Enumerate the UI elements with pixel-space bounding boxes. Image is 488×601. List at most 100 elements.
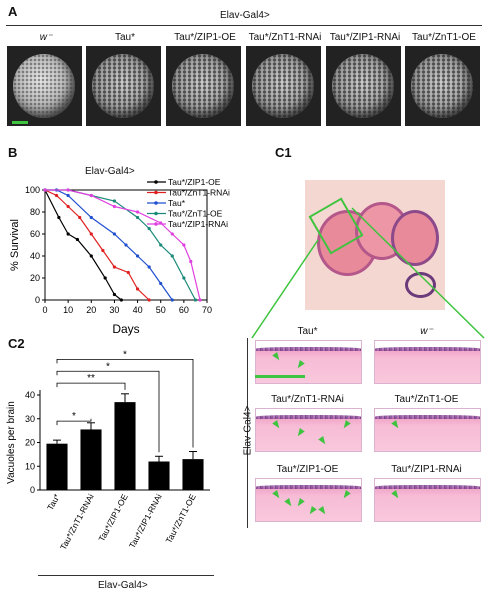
survival-chart: 0 10 20 30 40 50 60 70 0 20 40 60 80 100 Days % Surviva… — [9, 177, 230, 336]
histology-image — [374, 408, 481, 452]
y-tick-label: 100 — [25, 185, 40, 195]
legend-marker — [154, 222, 158, 226]
y-tick-label: 10 — [25, 461, 35, 471]
data-point — [89, 232, 93, 236]
category-label: Tau*/ZIP1-RNAi — [127, 492, 164, 550]
compound-eye — [13, 54, 75, 118]
zoom-box — [308, 197, 364, 255]
hist-genotype-label: Tau*/ZnT1-OE — [394, 394, 459, 405]
histology-image — [374, 478, 481, 522]
legend-entry: Tau*/ZnT1-RNAi — [168, 188, 230, 198]
scale-bar — [12, 121, 28, 124]
data-point — [112, 204, 117, 209]
compound-eye — [252, 54, 314, 118]
y-tick-label: 0 — [35, 295, 40, 305]
panel-b-header: Elav-Gal4> — [85, 166, 135, 177]
significance-bracket — [56, 358, 194, 448]
tissue-edge — [375, 414, 480, 420]
y-tick-label: 80 — [30, 207, 40, 217]
significance-mark: * — [123, 349, 127, 360]
eye-image — [86, 46, 161, 126]
eye-image — [326, 46, 401, 126]
y-tick-label: 40 — [30, 251, 40, 261]
significance-bracket — [56, 418, 92, 426]
y-axis-label: Vacuoles per brain — [6, 401, 17, 484]
x-tick-label: 0 — [42, 305, 47, 315]
series-line — [45, 189, 201, 301]
data-point — [135, 210, 140, 214]
compound-eye — [172, 54, 234, 118]
hist-genotype-label: Tau*/ZIP1-RNAi — [391, 464, 462, 475]
data-point — [135, 215, 140, 220]
category-label: Tau*/ZnT1-OE — [163, 492, 197, 545]
data-point — [75, 237, 79, 242]
hist-scale-bar — [255, 375, 305, 378]
hist-genotype-label: Tau*/ZnT1-RNAi — [271, 394, 344, 405]
data-point — [112, 232, 117, 236]
category-label: Tau* — [45, 492, 62, 512]
data-point — [135, 254, 140, 258]
significance-mark: * — [106, 361, 110, 372]
series-line — [44, 189, 150, 301]
data-point — [89, 193, 93, 198]
data-point — [78, 215, 82, 220]
data-point — [66, 232, 70, 236]
data-point — [66, 204, 70, 209]
compound-eye — [92, 54, 154, 118]
data-point — [89, 254, 93, 258]
data-point — [57, 215, 61, 220]
c1-side-label: Elav-Gal4> — [242, 405, 254, 456]
significance-bracket — [56, 382, 126, 390]
x-tick-label: 30 — [109, 305, 119, 315]
legend-entry: Tau* — [168, 198, 186, 208]
tissue-edge — [256, 414, 361, 420]
data-point — [193, 298, 198, 302]
y-tick-label: 20 — [25, 438, 35, 448]
data-point — [103, 276, 107, 280]
plot-frame — [44, 189, 208, 301]
zoom-line-left — [251, 239, 319, 339]
x-axis-label: Days — [112, 322, 139, 336]
data-point — [189, 259, 193, 264]
data-point — [170, 232, 174, 236]
x-tick-label: 70 — [202, 305, 212, 315]
eye-genotype-label: Tau*/ZnT1-OE — [412, 32, 476, 43]
legend-marker — [154, 190, 158, 195]
x-tick-label: 60 — [179, 305, 189, 315]
histology-image — [255, 478, 362, 522]
data-point — [182, 276, 186, 280]
data-point — [112, 199, 117, 203]
panel-b-label: B — [8, 145, 18, 160]
bar — [114, 402, 136, 490]
data-point — [135, 287, 140, 291]
eye-image — [166, 46, 241, 126]
bar — [46, 443, 68, 490]
bar — [182, 459, 204, 490]
eye-genotype-label: w⁻ — [39, 32, 53, 43]
x-tick-label: 10 — [63, 305, 73, 315]
y-axis-label: % Survival — [9, 219, 21, 271]
legend-marker — [154, 211, 158, 216]
legend-entry: Tau*/ZIP1-RNAi — [168, 219, 228, 229]
data-point — [170, 298, 174, 302]
significance-mark: * — [72, 411, 76, 422]
significance-mark: ** — [87, 373, 95, 384]
y-tick-label: 40 — [25, 390, 35, 400]
series-line — [45, 189, 173, 301]
y-tick-label: 0 — [30, 485, 35, 495]
histology-image — [374, 340, 481, 384]
data-point — [66, 193, 70, 198]
significance-bracket — [56, 370, 160, 453]
legend-entry: Tau*/ZIP1-OE — [168, 177, 221, 187]
tissue-edge — [375, 484, 480, 490]
bar — [148, 461, 170, 490]
legend-marker — [154, 201, 158, 205]
category-label: Tau*/ZIP1-OE — [96, 492, 130, 543]
data-point — [182, 243, 186, 247]
data-point — [54, 193, 59, 198]
c2-footer: Elav-Gal4> — [98, 580, 148, 591]
eye-genotype-label: Tau*/ZIP1-OE — [174, 32, 236, 43]
hist-genotype-label: w⁻ — [420, 326, 433, 337]
category-label: Tau*/ZnT1-RNAi — [58, 492, 96, 551]
